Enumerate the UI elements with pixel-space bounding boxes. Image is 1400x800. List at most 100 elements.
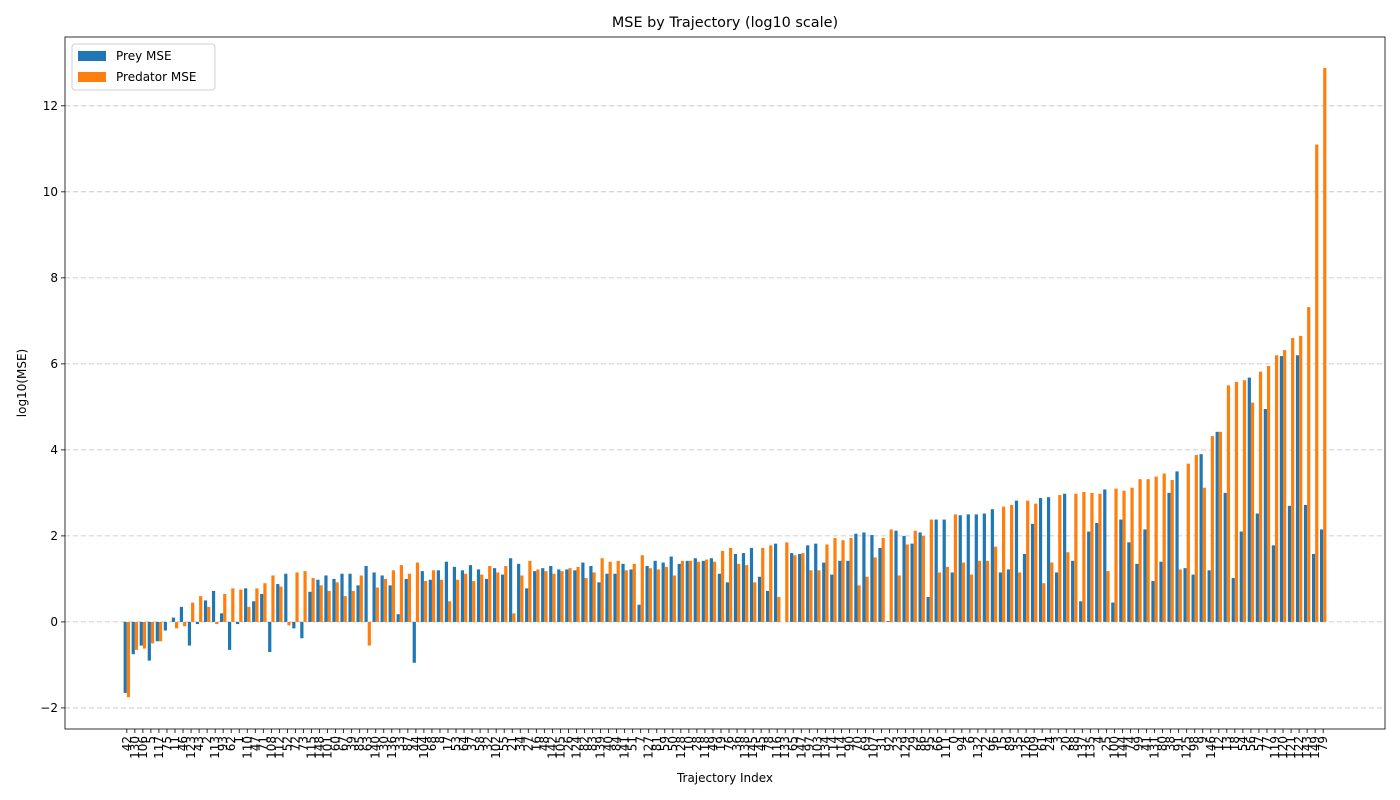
bar (817, 570, 821, 622)
bar (637, 604, 641, 622)
x-tick-label: 0 (947, 736, 961, 744)
bar (1119, 519, 1123, 622)
bar (316, 579, 320, 622)
x-tick-label: 72 (288, 736, 302, 751)
y-tick-label: 4 (50, 443, 58, 457)
bar (833, 538, 837, 622)
legend: Prey MSE Predator MSE (71, 43, 216, 91)
x-tick-label: 27 (521, 736, 535, 751)
bar (1271, 545, 1275, 622)
x-tick-label: 77 (1260, 736, 1274, 751)
bar (680, 560, 685, 622)
bar (155, 621, 159, 642)
x-tick-label: 28 (690, 736, 704, 751)
x-tick-label: 43 (192, 736, 206, 751)
x-tick-label: 114 (834, 736, 848, 759)
bar (364, 565, 368, 622)
bar (227, 621, 232, 650)
bar (806, 545, 810, 622)
bar (1323, 67, 1327, 622)
bar (1303, 504, 1308, 622)
bar (865, 576, 869, 622)
bar (1250, 402, 1255, 622)
x-tick-label: 143 (1300, 736, 1314, 759)
bar (1266, 366, 1271, 622)
bar (830, 574, 834, 622)
bar (581, 562, 585, 622)
bar (1010, 504, 1014, 622)
bar (492, 568, 497, 622)
bar (950, 572, 954, 622)
bar (1215, 431, 1219, 622)
bar (252, 601, 256, 622)
x-tick-label: 13 (1220, 736, 1234, 751)
x-tick-label: 50 (666, 736, 680, 751)
bar (894, 530, 898, 622)
bar (729, 547, 733, 622)
bar (1106, 571, 1110, 622)
x-tick-label: 5 (144, 736, 158, 744)
bar (412, 621, 416, 663)
x-tick-label: 24 (1043, 736, 1057, 751)
bar (937, 572, 941, 622)
x-tick-label: 33 (393, 736, 407, 751)
bar (324, 575, 328, 622)
bar (573, 570, 577, 622)
x-tick-label: 113 (208, 736, 222, 759)
bar (396, 614, 400, 622)
bar (645, 565, 649, 622)
bar (613, 573, 617, 622)
bar (276, 584, 280, 622)
bar (913, 530, 917, 622)
x-tick-label: 104 (417, 736, 431, 759)
x-tick-label: 126 (1019, 736, 1033, 759)
x-tick-label: 99 (1132, 736, 1146, 751)
x-tick-label: 118 (698, 736, 712, 759)
bar (295, 572, 299, 622)
x-tick-label: 9 (1196, 736, 1210, 744)
bar (1234, 381, 1239, 622)
bar (870, 535, 874, 622)
bar (712, 561, 717, 622)
bar (749, 547, 754, 622)
x-tick-label: 120 (1276, 736, 1290, 759)
bar (372, 572, 376, 622)
bar (359, 575, 363, 622)
bar (1159, 561, 1163, 622)
x-tick-label: 70 (850, 736, 864, 751)
bar (367, 621, 371, 646)
x-tick-label: 51 (626, 736, 640, 751)
bar (1082, 492, 1086, 622)
legend-swatch (78, 72, 106, 82)
x-tick-label: 80 (1156, 736, 1170, 751)
bar (934, 519, 938, 622)
bar (244, 588, 248, 622)
x-tick-label: 30 (377, 736, 391, 751)
bar (549, 565, 553, 622)
bar (905, 544, 909, 622)
bar (1199, 454, 1203, 622)
x-tick-label: 63 (361, 736, 375, 751)
bar (1087, 531, 1091, 622)
x-tick-label: 95 (923, 736, 937, 751)
bar (423, 581, 428, 622)
bar (1295, 355, 1300, 622)
bar (589, 565, 593, 622)
bar (733, 553, 738, 622)
bar (215, 621, 219, 625)
x-tick-label: 7 (634, 736, 648, 744)
bar (356, 585, 360, 622)
x-tick-label: 107 (867, 736, 881, 759)
bar (484, 578, 489, 622)
bar (456, 579, 460, 622)
bar (500, 574, 505, 622)
x-tick-label: 117 (152, 736, 166, 759)
bar (672, 575, 677, 622)
x-tick-label: 71 (256, 736, 270, 751)
x-tick-label: 81 (650, 736, 664, 751)
bar (942, 519, 946, 622)
bar (1315, 144, 1319, 622)
bar (753, 582, 757, 622)
bar (1006, 569, 1011, 622)
bar (447, 601, 452, 622)
